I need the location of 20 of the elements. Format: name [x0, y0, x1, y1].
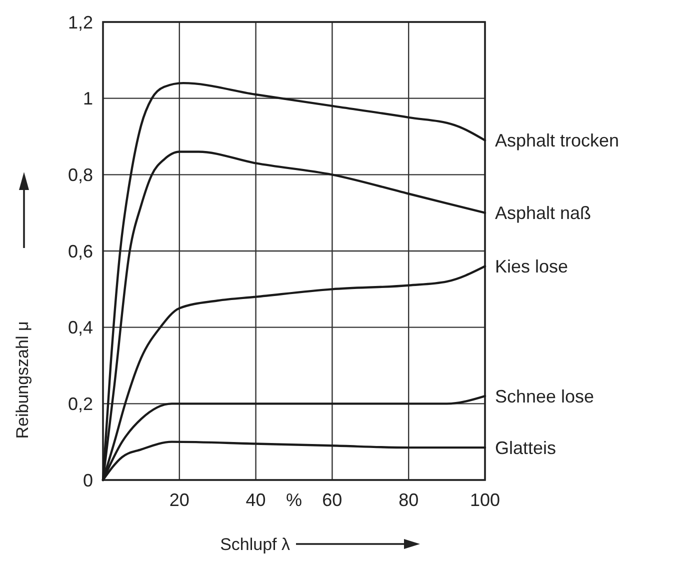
y-tick-label: 1: [82, 88, 93, 109]
y-tick-label: 0,4: [68, 318, 93, 338]
text: %: [286, 490, 302, 510]
y-axis-title: Reibungszahl μ: [13, 321, 32, 439]
series-label: Asphalt naß: [495, 203, 592, 224]
series-label: Schnee lose: [495, 386, 594, 406]
series-label: Asphalt trocken: [495, 130, 620, 151]
y-tick-label: 0,6: [68, 241, 93, 262]
x-tick-label: 80: [398, 490, 419, 510]
x-tick-label: 20: [169, 490, 190, 510]
series-label: Kies lose: [495, 256, 568, 277]
x-tick-label: 60: [322, 490, 342, 510]
y-tick-label: 0: [82, 470, 93, 490]
y-tick-label: 0,2: [68, 394, 93, 414]
x-axis-title: Schlupf λ: [220, 535, 290, 554]
y-tick-label: 0,8: [68, 164, 93, 185]
x-tick-label: 100: [470, 490, 500, 510]
x-tick-label: 40: [246, 490, 266, 510]
series-label: Glatteis: [495, 438, 556, 458]
y-tick-label: 1,2: [68, 12, 93, 32]
